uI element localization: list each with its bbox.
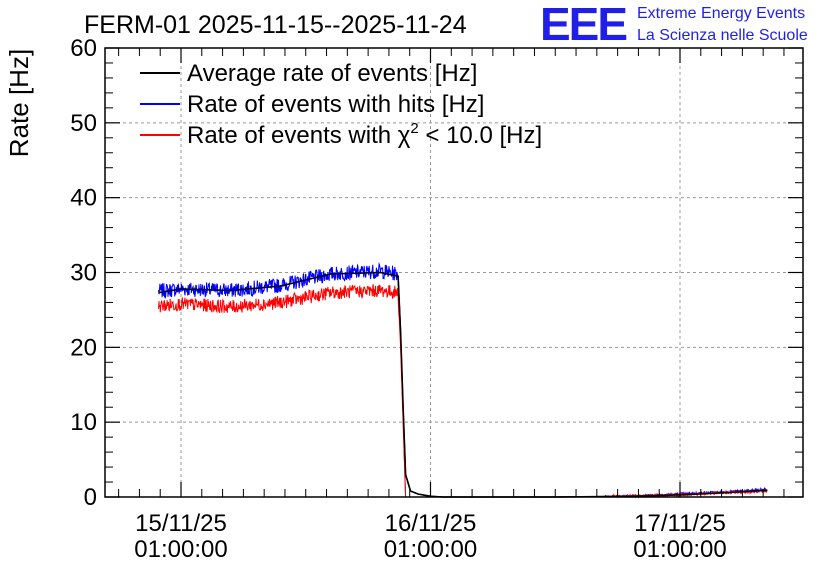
x-tick-label-date: 16/11/25 <box>385 510 477 537</box>
x-tick-label-date: 15/11/25 <box>135 510 227 537</box>
eee-logo-line2: La Scienza nelle Scuole <box>637 27 808 44</box>
y-tick-label: 50 <box>70 110 97 137</box>
chart-title: FERM-01 2025-11-15--2025-11-24 <box>84 11 467 39</box>
x-tick-label-date: 17/11/25 <box>634 510 726 537</box>
series-lines <box>158 261 768 499</box>
legend-label-0: Average rate of events [Hz] <box>187 60 477 87</box>
x-tick-label-time: 01:00:00 <box>384 536 477 563</box>
legend-label-suffix: < 10.0 [Hz] <box>419 122 542 149</box>
y-tick-label: 30 <box>70 260 97 287</box>
y-tick-label: 60 <box>70 35 97 62</box>
eee-logo-mark: EEE <box>540 0 626 50</box>
series-line-1 <box>158 261 768 499</box>
grid-lines <box>105 48 803 497</box>
y-tick-label: 0 <box>84 484 97 511</box>
legend-label-chi: χ <box>398 122 411 149</box>
y-tick-label: 40 <box>70 185 97 212</box>
legend: Average rate of events [Hz] Rate of event… <box>140 60 542 149</box>
series-line-2 <box>158 284 768 499</box>
y-tick-label: 10 <box>70 409 97 436</box>
y-tick-label: 20 <box>70 334 97 361</box>
legend-label-1: Rate of events with hits [Hz] <box>187 91 484 118</box>
eee-logo-line1: Extreme Energy Events <box>637 5 805 22</box>
axis-ticks: 010203040506015/11/2501:00:0016/11/2501:… <box>70 35 803 563</box>
x-tick-label-time: 01:00:00 <box>633 536 726 563</box>
legend-label-superscript: 2 <box>410 120 418 137</box>
legend-label-2: Rate of events with χ2 < 10.0 [Hz] <box>187 120 542 149</box>
legend-label-prefix: Rate of events with <box>187 122 398 149</box>
eee-logo: EEE Extreme Energy Events La Scienza nel… <box>540 0 808 50</box>
x-tick-label-time: 01:00:00 <box>134 536 227 563</box>
y-axis-label: Rate [Hz] <box>4 49 34 157</box>
